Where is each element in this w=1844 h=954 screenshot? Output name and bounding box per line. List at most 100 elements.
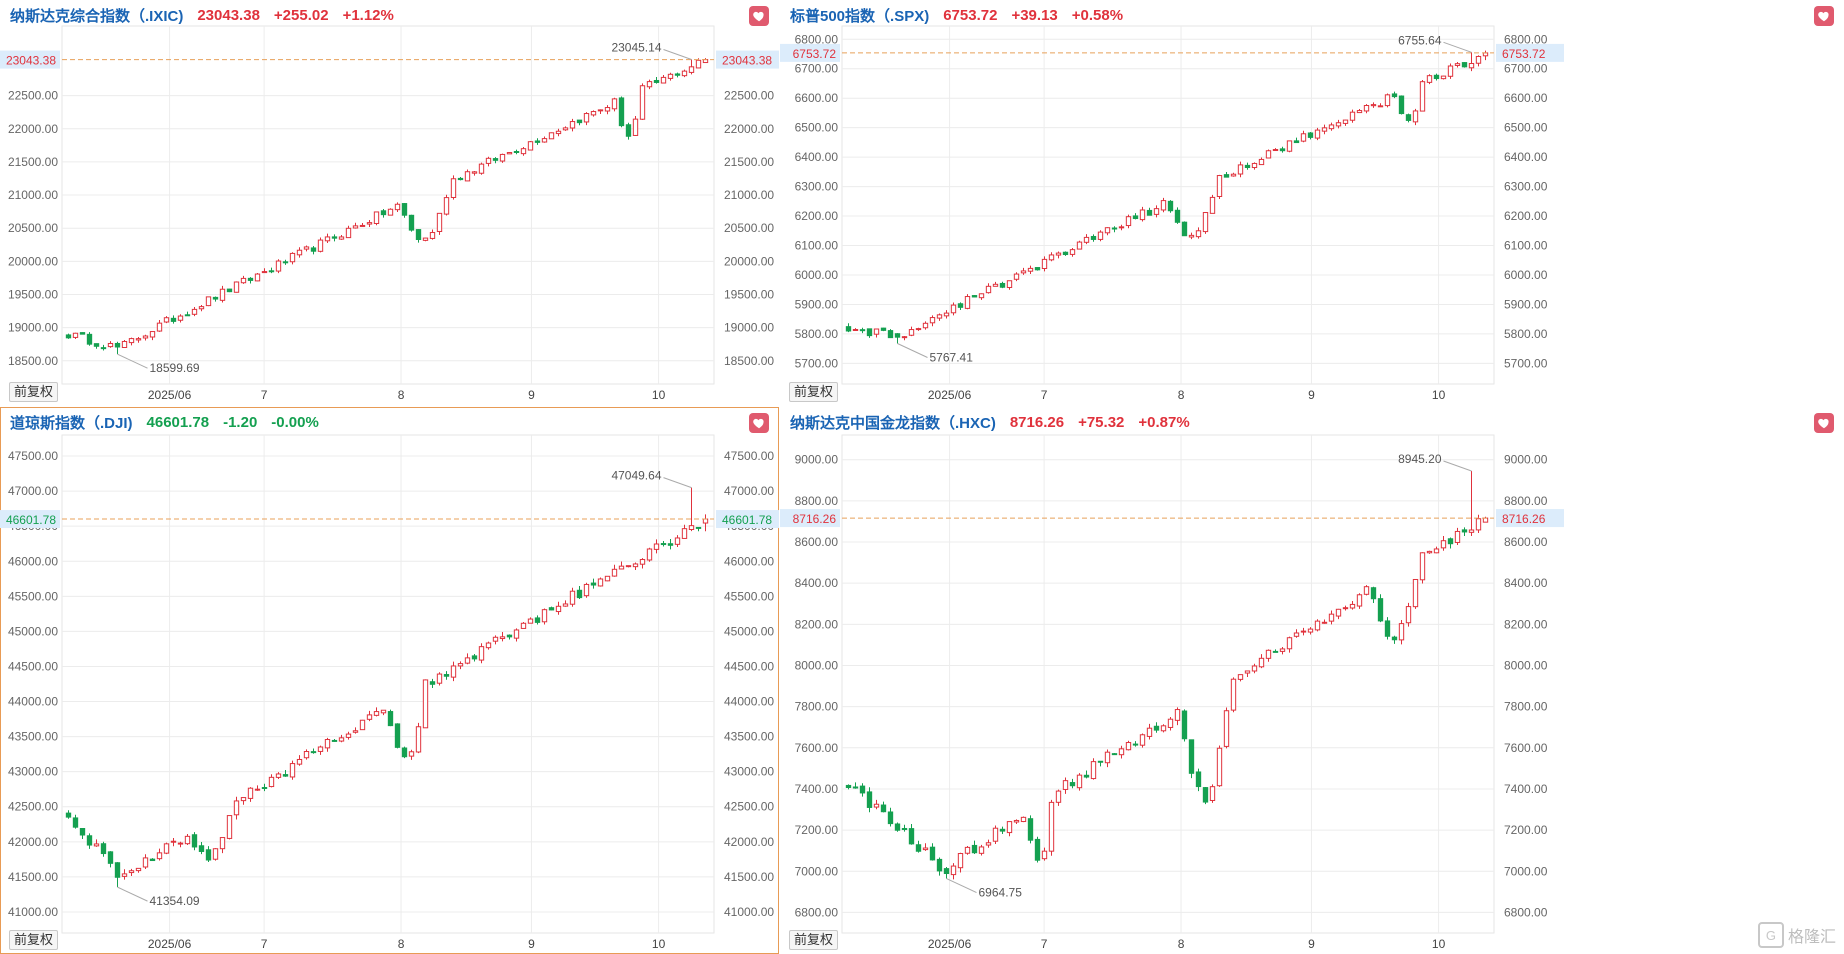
candle xyxy=(296,755,303,766)
candle xyxy=(1286,636,1293,653)
candle xyxy=(901,335,908,341)
candle xyxy=(1286,140,1293,153)
candle xyxy=(894,822,901,832)
candle xyxy=(79,332,86,335)
candle xyxy=(135,867,142,873)
candle xyxy=(366,710,373,722)
candle xyxy=(394,723,401,749)
low-pointer xyxy=(117,886,148,902)
last-price-tag-left xyxy=(780,43,840,62)
candle xyxy=(922,321,929,330)
y-tick-label-left: 6400.00 xyxy=(795,150,839,164)
candle xyxy=(1433,546,1440,554)
candle xyxy=(191,307,198,317)
candle xyxy=(212,296,219,302)
candle xyxy=(1251,663,1258,674)
candle xyxy=(86,833,93,849)
candle xyxy=(387,709,394,727)
candle xyxy=(121,340,128,349)
y-tick-label-right: 8200.00 xyxy=(1504,617,1548,631)
candle xyxy=(163,842,170,855)
candle xyxy=(1034,836,1041,863)
candlestick-chart[interactable]: 6800.00 6800.00 7000.00 7000.00 7200.00 7200.… xyxy=(780,407,1844,954)
candle xyxy=(240,275,247,284)
favorite-heart-icon[interactable] xyxy=(1814,413,1834,433)
price-adjust-button[interactable]: 前复权 xyxy=(9,930,59,950)
candlestick-chart[interactable]: 41000.00 41000.00 41500.00 41500.00 42000.00… xyxy=(0,407,779,954)
candle xyxy=(653,77,660,84)
high-pointer xyxy=(663,48,692,60)
last-price-tag-left-text: 23043.38 xyxy=(6,54,56,68)
candle xyxy=(219,285,226,303)
candle xyxy=(880,327,887,332)
candle xyxy=(999,281,1006,289)
candle xyxy=(1328,610,1335,625)
gelonghui-logo-icon: G xyxy=(1757,922,1784,948)
candle xyxy=(107,341,114,348)
x-tick-label: 8 xyxy=(398,937,405,951)
favorite-heart-icon[interactable] xyxy=(749,413,769,433)
y-tick-label-left: 7200.00 xyxy=(795,823,839,837)
index-title[interactable]: 道琼斯指数（.DJI) xyxy=(10,414,133,432)
last-price-tag-left-text: 6753.72 xyxy=(793,47,837,61)
favorite-heart-icon[interactable] xyxy=(749,6,769,26)
candle xyxy=(1265,649,1272,662)
candle xyxy=(908,326,915,337)
last-price-tag-right xyxy=(716,50,779,69)
y-tick-label-left: 8600.00 xyxy=(795,535,839,549)
candle xyxy=(520,147,527,156)
last-price-tag-left xyxy=(0,50,60,69)
candle xyxy=(156,320,163,332)
candle xyxy=(1230,172,1237,177)
candlestick-chart[interactable]: 18500.00 18500.00 19000.00 19000.00 19500.00… xyxy=(0,0,779,406)
candle xyxy=(450,661,457,682)
candle xyxy=(702,58,709,64)
last-price: 46601.78 xyxy=(146,413,210,431)
candle xyxy=(184,311,191,317)
candle xyxy=(880,801,887,813)
candle xyxy=(226,815,233,840)
price-adjust-button[interactable]: 前复权 xyxy=(789,930,839,950)
y-tick-label-right: 20500.00 xyxy=(724,221,774,235)
candle xyxy=(499,632,506,642)
panel-hxc[interactable]: 6800.00 6800.00 7000.00 7000.00 7200.00 7200.… xyxy=(780,407,1844,954)
index-title[interactable]: 纳斯达克中国金龙指数（.HXC) xyxy=(790,414,996,432)
y-tick-label-right: 20000.00 xyxy=(724,254,774,268)
price-adjust-button[interactable]: 前复权 xyxy=(789,382,839,402)
panel-ixic[interactable]: 18500.00 18500.00 19000.00 19000.00 19500.00… xyxy=(0,0,779,406)
candle xyxy=(373,211,380,226)
high-pointer xyxy=(663,477,692,489)
y-tick-label-right: 6000.00 xyxy=(1504,268,1548,282)
panel-dji[interactable]: 41000.00 41000.00 41500.00 41500.00 42000.00… xyxy=(0,407,779,954)
candle xyxy=(894,333,901,344)
candle xyxy=(436,212,443,235)
panel-header: 纳斯达克综合指数（.IXIC) 23043.38 +255.02 +1.12% xyxy=(10,5,394,25)
candle xyxy=(1468,52,1475,72)
y-tick-label-left: 8400.00 xyxy=(795,576,839,590)
price-adjust-button[interactable]: 前复权 xyxy=(9,382,59,402)
candle xyxy=(1125,214,1132,229)
y-tick-label-right: 19500.00 xyxy=(724,288,774,302)
y-tick-label-right: 8600.00 xyxy=(1504,535,1548,549)
candle xyxy=(1111,753,1118,756)
panel-header: 纳斯达克中国金龙指数（.HXC) 8716.26 +75.32 +0.87% xyxy=(790,412,1190,432)
candle xyxy=(1076,773,1083,791)
favorite-heart-icon[interactable] xyxy=(1814,6,1834,26)
candle xyxy=(443,194,450,216)
candle xyxy=(936,857,943,876)
y-tick-label-left: 22000.00 xyxy=(8,122,58,136)
last-price-tag-left xyxy=(0,510,60,529)
high-pointer xyxy=(1443,41,1472,53)
y-tick-label-left: 6700.00 xyxy=(795,62,839,76)
candlestick-chart[interactable]: 5700.00 5700.00 5800.00 5800.00 5900.00 5900.… xyxy=(780,0,1844,406)
index-title[interactable]: 标普500指数（.SPX) xyxy=(790,7,930,25)
index-title[interactable]: 纳斯达克综合指数（.IXIC) xyxy=(10,7,184,25)
y-tick-label-right: 47000.00 xyxy=(724,484,774,498)
panel-spx[interactable]: 5700.00 5700.00 5800.00 5800.00 5900.00 5900.… xyxy=(780,0,1844,406)
candle xyxy=(1370,586,1377,603)
candle xyxy=(205,846,212,862)
watermark: G 格隆汇 xyxy=(1757,922,1836,948)
y-tick-label-right: 45000.00 xyxy=(724,624,774,638)
candle xyxy=(915,840,922,853)
